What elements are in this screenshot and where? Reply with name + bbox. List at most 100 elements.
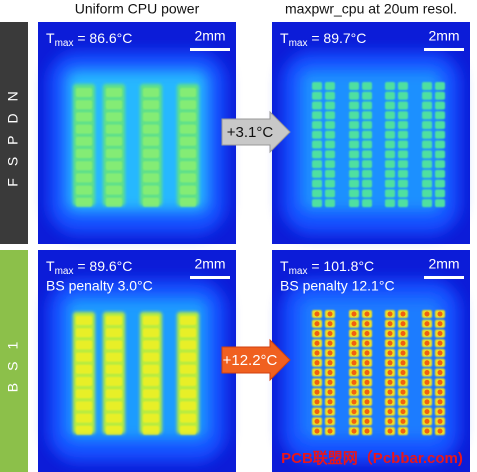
tmax-label: Tmax = 89.7°C — [280, 30, 366, 49]
hotspot — [387, 428, 393, 434]
row-label: BS1 — [5, 330, 21, 392]
cell — [312, 91, 322, 100]
cell — [143, 173, 159, 183]
hotspot — [314, 418, 320, 424]
cell — [385, 111, 395, 120]
hotspot — [437, 428, 443, 434]
heatmap-cells — [312, 82, 445, 208]
cell — [362, 82, 372, 90]
hotspot — [424, 409, 430, 415]
cell — [312, 82, 322, 90]
hotspot — [314, 409, 320, 415]
hotspot — [364, 418, 370, 424]
hotspot — [364, 331, 370, 337]
hotspot — [351, 340, 357, 346]
cell — [180, 401, 196, 411]
hotspot — [424, 379, 430, 385]
cell — [312, 199, 322, 208]
cell — [106, 413, 122, 423]
cell — [325, 82, 335, 90]
cell — [180, 197, 196, 207]
cell — [325, 91, 335, 100]
cell — [143, 340, 159, 350]
cell — [362, 111, 372, 120]
cell — [180, 112, 196, 122]
cell — [398, 101, 408, 110]
hotspot — [327, 399, 333, 405]
cell — [435, 199, 445, 208]
hotspot — [424, 389, 430, 395]
hotspot — [327, 389, 333, 395]
cell — [349, 111, 359, 120]
hotspot — [387, 321, 393, 327]
cell — [180, 413, 196, 423]
cell — [325, 130, 335, 139]
heatmap-cells — [312, 310, 445, 436]
penalty-label: BS penalty 12.1°C — [280, 278, 395, 294]
cell — [143, 185, 159, 195]
heatmap-glow — [66, 70, 208, 212]
cell — [422, 130, 432, 139]
hotspot — [424, 360, 430, 366]
cell — [180, 328, 196, 338]
cell — [435, 140, 445, 149]
cell — [76, 136, 92, 146]
arrow-label: +3.1°C — [227, 124, 274, 141]
hotspot — [437, 399, 443, 405]
scale-bar — [424, 48, 464, 51]
cell — [349, 160, 359, 169]
cell — [143, 197, 159, 207]
cell — [76, 340, 92, 350]
cell — [143, 401, 159, 411]
hotspot — [424, 311, 430, 317]
hotspot — [351, 399, 357, 405]
cell — [76, 88, 92, 97]
hotspot — [424, 350, 430, 356]
hotspot — [351, 331, 357, 337]
hotspot — [351, 311, 357, 317]
cell — [385, 150, 395, 159]
cell — [385, 91, 395, 100]
hotspot — [351, 370, 357, 376]
cell — [385, 189, 395, 198]
hotspot — [437, 311, 443, 317]
hotspot — [400, 379, 406, 385]
cell — [106, 425, 122, 435]
tmax-subscript: max — [289, 266, 308, 277]
cell — [349, 130, 359, 139]
hotspot — [327, 311, 333, 317]
hotspot — [387, 389, 393, 395]
cell — [362, 130, 372, 139]
cell — [106, 88, 122, 97]
cell — [422, 150, 432, 159]
hotspot — [327, 331, 333, 337]
cell — [362, 150, 372, 159]
hotspot — [327, 340, 333, 346]
hotspot — [327, 379, 333, 385]
heatmap-cells — [73, 84, 199, 207]
hotspot — [387, 399, 393, 405]
cell — [325, 179, 335, 188]
cell — [312, 179, 322, 188]
hotspot — [327, 321, 333, 327]
hotspot — [437, 379, 443, 385]
hotspot — [314, 331, 320, 337]
cell — [106, 112, 122, 122]
cell — [76, 124, 92, 134]
cell — [422, 82, 432, 90]
hotspot — [400, 321, 406, 327]
hotspot — [351, 418, 357, 424]
cell — [385, 160, 395, 169]
cell — [106, 401, 122, 411]
tmax-value: = 101.8°C — [307, 258, 374, 274]
hotspot — [351, 389, 357, 395]
cell — [106, 161, 122, 171]
penalty-label: BS penalty 3.0°C — [46, 278, 153, 294]
cell — [349, 150, 359, 159]
hotspot — [424, 340, 430, 346]
cell — [143, 352, 159, 362]
hotspot — [424, 418, 430, 424]
cell — [422, 91, 432, 100]
cell — [385, 130, 395, 139]
tmax-subscript: max — [289, 38, 308, 49]
